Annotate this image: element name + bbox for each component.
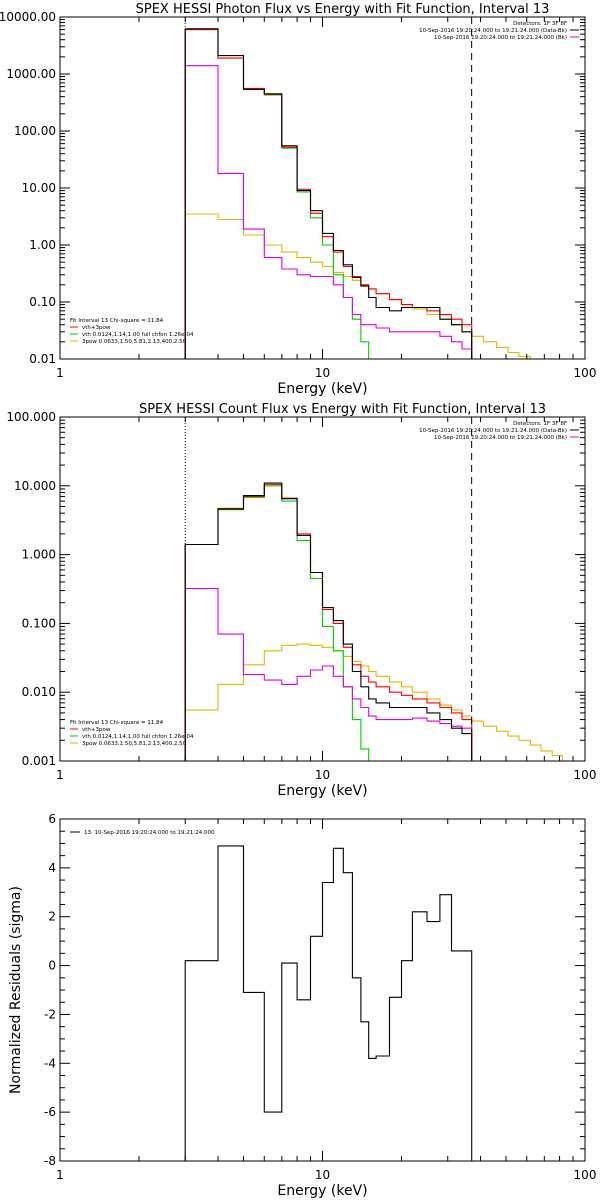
series-line-1	[184, 483, 473, 761]
y-tick-label: 0.01	[29, 352, 56, 366]
y-tick-label: 10.000	[14, 479, 56, 493]
series-line-1	[184, 29, 473, 359]
x-tick-label: 100	[574, 366, 597, 380]
series-line-4	[184, 65, 473, 359]
legend-entry: vth 0.0124,1.14,1.00 full chfon 1.26e-04	[82, 734, 194, 740]
y-tick-label: -2	[44, 1007, 56, 1021]
legend-entry: Detectors: 1F 3F 8F	[513, 21, 567, 27]
y-tick-label: 6	[48, 812, 56, 826]
legend-entry: vth+3pow	[82, 325, 111, 331]
series-line-3	[184, 213, 532, 359]
x-tick-label: 1	[56, 768, 64, 782]
y-tick-label: 1.000	[22, 548, 56, 562]
series-line-3	[184, 643, 574, 761]
legend-entry: 10-Sep-2016 19:20:24.000 to 19:21:24.000…	[434, 435, 567, 441]
y-tick-label: -4	[44, 1056, 56, 1070]
legend-entry: 3pow 0.0633,1.50,5.81,2.13,400,2.50	[82, 741, 187, 747]
photon-flux-panel: 1 10 100 0.01 0.10 1.00 10.00 100.00 1000.00 1000…	[0, 2, 596, 397]
legend-entry: vth 0.0124,1.14,1.00 full chfon 1.26e-04	[82, 332, 194, 338]
x-tick-label: 10	[315, 1168, 330, 1182]
series-line-0	[184, 845, 473, 1161]
series-group	[184, 28, 532, 359]
y-tick-label: 0.10	[29, 295, 56, 309]
y-tick-label: 2	[48, 910, 56, 924]
x-tick-label: 100	[574, 768, 597, 782]
series-line-0	[184, 482, 473, 761]
y-tick-label: 0.100	[22, 616, 56, 630]
series-line-2	[184, 29, 377, 359]
residuals-panel: 1 10 100 -8 -6 -4 -2 0 2 4 6 Energy (keV) Normalized…	[8, 812, 596, 1199]
legend-entry: 10-Sep-2016 19:20:24.000 to 19:21:24.000…	[434, 35, 567, 41]
y-tick-label: 10000.00	[0, 10, 56, 24]
y-tick-label: 100.000	[6, 410, 56, 424]
y-axis-title: Normalized Residuals (sigma)	[8, 886, 24, 1094]
x-tick-label: 1	[56, 1168, 64, 1182]
x-axis-title: Energy (keV)	[277, 1183, 367, 1199]
y-tick-label: 0.010	[22, 685, 56, 699]
y-tick-label: 100.00	[14, 124, 56, 138]
y-tick-label: 4	[48, 861, 56, 875]
series-group	[184, 845, 473, 1161]
legend-entry: Fit Interval 13 Chi-square = 11.84	[70, 720, 164, 726]
y-tick-label: 0	[48, 959, 56, 973]
legend-entry: 10-Sep-2016 19:20:24.000 to 19:21:24.000…	[419, 28, 567, 34]
x-tick-label: 10	[315, 366, 330, 380]
legend-entry: 10-Sep-2016 19:20:24.000 to 19:21:24.000…	[419, 428, 567, 434]
x-axis-title: Energy (keV)	[277, 783, 367, 799]
y-tick-label: 1000.00	[6, 67, 56, 81]
plot-frame	[59, 818, 586, 1162]
count-flux-panel: 1 10 100 0.001 0.010 0.100 1.000 10.000 100.000 S…	[6, 402, 596, 799]
x-axis-title: Energy (keV)	[277, 381, 367, 397]
legend-entry: Detectors: 1F 3F 8F	[513, 421, 567, 427]
x-tick-label: 10	[315, 768, 330, 782]
y-tick-label: 0.001	[22, 754, 56, 768]
series-line-4	[184, 588, 473, 761]
chart-title: SPEX HESSI Count Flux vs Energy with Fit…	[139, 402, 546, 417]
series-line-0	[184, 28, 473, 359]
chart-title: SPEX HESSI Photon Flux vs Energy with Fi…	[136, 2, 550, 17]
series-group	[184, 482, 574, 761]
x-tick-label: 1	[56, 366, 64, 380]
y-tick-label: -6	[44, 1105, 56, 1119]
legend-entry: Fit Interval 13 Chi-square = 11.84	[70, 318, 164, 324]
series-line-2	[184, 485, 377, 761]
x-tick-label: 100	[574, 1168, 597, 1182]
y-tick-label: 10.00	[22, 181, 56, 195]
y-tick-label: 1.00	[29, 238, 56, 252]
legend-entry: 3pow 0.0633,1.50,5.81,2.13,400,2.50	[82, 339, 187, 345]
legend-entry: 13. 10-Sep-2016 19:20:24.000 to 19:21:24…	[84, 830, 215, 836]
y-tick-label: -8	[44, 1154, 56, 1168]
plot-frame	[59, 16, 586, 360]
legend-entry: vth+3pow	[82, 727, 111, 733]
